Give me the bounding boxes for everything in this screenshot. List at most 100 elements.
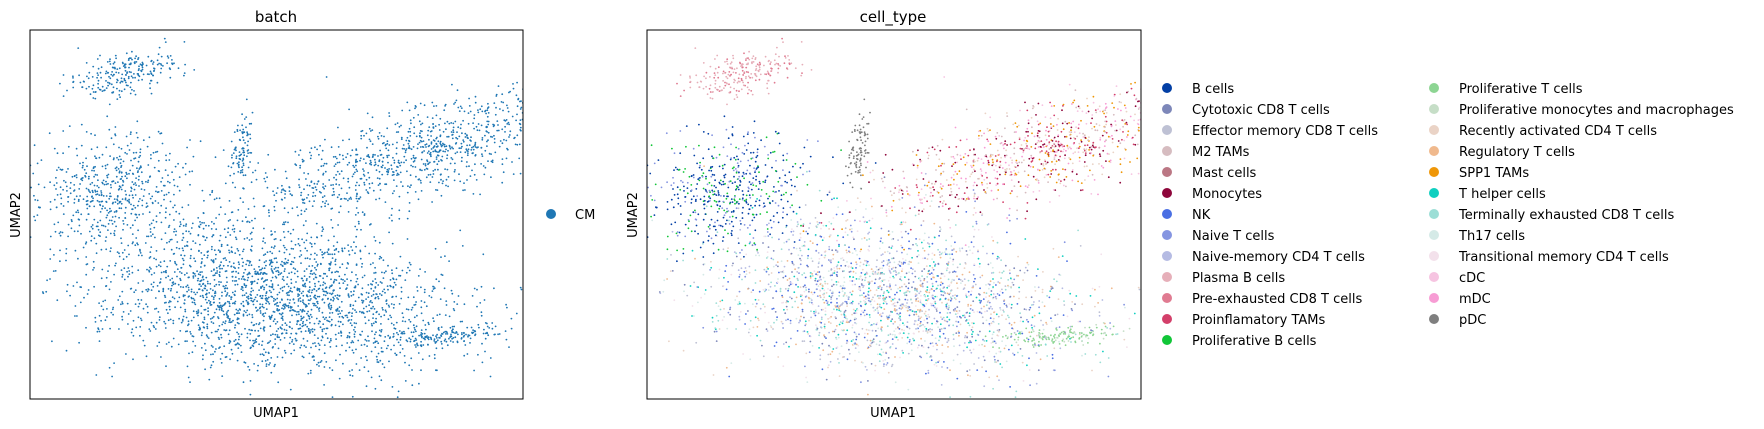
scatter-point: [156, 63, 159, 66]
scatter-point: [438, 313, 441, 316]
scatter-point: [416, 286, 418, 288]
scatter-point: [298, 244, 301, 247]
scatter-point: [350, 198, 353, 200]
scatter-point: [931, 252, 934, 255]
scatter-point: [994, 358, 996, 361]
scatter-point: [372, 293, 375, 296]
scatter-point: [60, 197, 63, 200]
scatter-point: [203, 264, 206, 267]
scatter-point: [229, 234, 232, 236]
scatter-point: [216, 330, 218, 333]
scatter-point: [296, 275, 299, 278]
scatter-point: [238, 312, 241, 314]
scatter-point: [410, 184, 412, 187]
scatter-point: [192, 297, 195, 300]
scatter-point: [316, 263, 319, 266]
scatter-point: [321, 330, 324, 333]
scatter-point: [397, 341, 400, 344]
scatter-point: [406, 238, 409, 240]
scatter-point: [721, 299, 724, 302]
scatter-point: [900, 244, 903, 247]
scatter-point: [489, 357, 492, 359]
scatter-point: [423, 150, 425, 152]
scatter-point: [935, 322, 938, 325]
scatter-point: [271, 285, 274, 287]
scatter-point: [86, 195, 89, 198]
scatter-point: [182, 232, 184, 235]
scatter-point: [259, 312, 262, 314]
scatter-point: [244, 327, 246, 330]
scatter-point: [411, 369, 413, 371]
scatter-point: [49, 208, 52, 211]
scatter-point: [313, 328, 316, 331]
scatter-point: [389, 314, 391, 317]
scatter-point: [874, 309, 877, 311]
scatter-point: [220, 281, 222, 283]
scatter-point: [107, 182, 109, 185]
scatter-point: [131, 58, 133, 61]
scatter-point: [416, 147, 419, 150]
scatter-point: [452, 131, 455, 134]
scatter-point: [940, 316, 942, 319]
scatter-point: [105, 200, 108, 203]
scatter-point: [1053, 278, 1055, 281]
scatter-point: [164, 41, 167, 43]
scatter-point: [1077, 320, 1080, 323]
scatter-point: [355, 263, 358, 266]
scatter-point: [333, 165, 336, 168]
scatter-point: [316, 254, 318, 256]
scatter-point: [171, 284, 173, 287]
scatter-point: [508, 91, 510, 94]
scatter-point: [298, 313, 300, 316]
scatter-point: [165, 154, 167, 157]
scatter-point: [808, 319, 810, 322]
scatter-point: [272, 190, 274, 193]
scatter-point: [493, 141, 496, 144]
scatter-point: [471, 146, 473, 149]
scatter-point: [451, 158, 454, 161]
scatter-point: [446, 135, 448, 138]
scatter-point: [282, 188, 284, 191]
scatter-point: [106, 72, 109, 74]
scatter-point: [186, 284, 189, 287]
scatter-point: [244, 268, 247, 271]
scatter-point: [127, 57, 130, 60]
scatter-point: [878, 278, 881, 280]
scatter-point: [458, 147, 461, 150]
scatter-point: [159, 278, 162, 280]
scatter-point: [408, 261, 411, 264]
scatter-point: [425, 305, 428, 308]
scatter-point: [316, 301, 318, 303]
scatter-point: [218, 302, 221, 304]
scatter-point: [247, 303, 249, 306]
scatter-point: [347, 199, 349, 202]
scatter-point: [377, 164, 380, 167]
scatter-point: [314, 252, 316, 255]
scatter-point: [109, 58, 111, 61]
scatter-point: [508, 346, 510, 348]
scatter-point: [182, 218, 185, 221]
scatter-point: [447, 185, 449, 188]
scatter-point: [124, 217, 127, 220]
scatter-point: [737, 237, 740, 240]
scatter-point: [444, 168, 446, 171]
scatter-point: [112, 86, 115, 89]
scatter-point: [477, 123, 480, 125]
scatter-point: [248, 328, 251, 331]
scatter-point: [119, 81, 122, 84]
scatter-point: [137, 170, 140, 172]
scatter-point: [460, 123, 462, 126]
scatter-point: [786, 300, 788, 302]
scatter-point: [158, 62, 161, 65]
scatter-point: [850, 262, 853, 265]
scatter-point: [132, 358, 134, 361]
scatter-point: [351, 175, 354, 178]
scatter-point: [367, 284, 370, 286]
scatter-point: [384, 291, 386, 294]
scatter-point: [494, 333, 496, 336]
scatter-point: [187, 376, 190, 379]
scatter-point: [346, 316, 349, 319]
scatter-point: [313, 242, 316, 245]
scatter-point: [317, 280, 320, 283]
scatter-point: [815, 273, 817, 276]
